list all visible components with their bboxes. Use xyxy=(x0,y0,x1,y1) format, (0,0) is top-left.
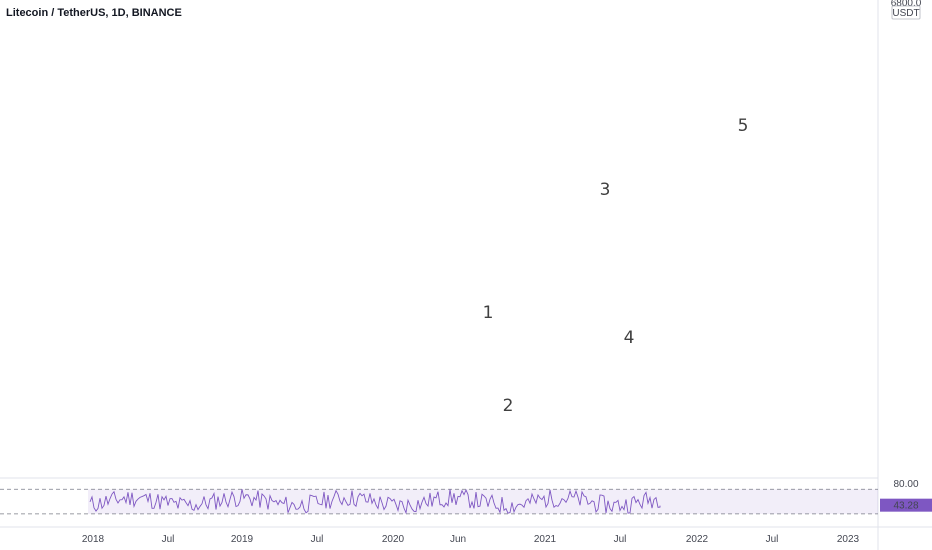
rsi-tick-upper: 80.00 xyxy=(893,479,918,490)
currency-label: USDT xyxy=(892,8,919,19)
time-tick: Jul xyxy=(614,534,627,545)
rsi-value-label: 43.28 xyxy=(893,501,918,512)
time-tick: 2020 xyxy=(382,534,405,545)
time-tick: Jun xyxy=(450,534,466,545)
time-tick: Jul xyxy=(311,534,324,545)
time-tick: 2021 xyxy=(534,534,557,545)
time-tick: 2023 xyxy=(837,534,860,545)
wave-label-4: 4 xyxy=(624,328,635,348)
time-tick: Jul xyxy=(162,534,175,545)
wave-label-3: 3 xyxy=(600,180,611,200)
rsi-value-badge xyxy=(880,498,932,512)
price-tick-top: 6800.0 xyxy=(891,0,922,9)
rsi-line[interactable] xyxy=(89,488,661,515)
wave-label-1: 1 xyxy=(483,303,494,323)
time-tick: 2022 xyxy=(686,534,709,545)
time-tick: 2019 xyxy=(231,534,254,545)
time-tick: 2018 xyxy=(82,534,105,545)
currency-box[interactable] xyxy=(891,5,921,20)
rsi-band-fill xyxy=(88,489,878,514)
wave-label-5: 5 xyxy=(738,116,749,136)
chart-title: Litecoin / TetherUS, 1D, BINANCE xyxy=(6,7,182,19)
price-tick: 14.0 xyxy=(896,0,916,2)
wave-label-2: 2 xyxy=(503,396,514,416)
time-tick: Jul xyxy=(766,534,779,545)
